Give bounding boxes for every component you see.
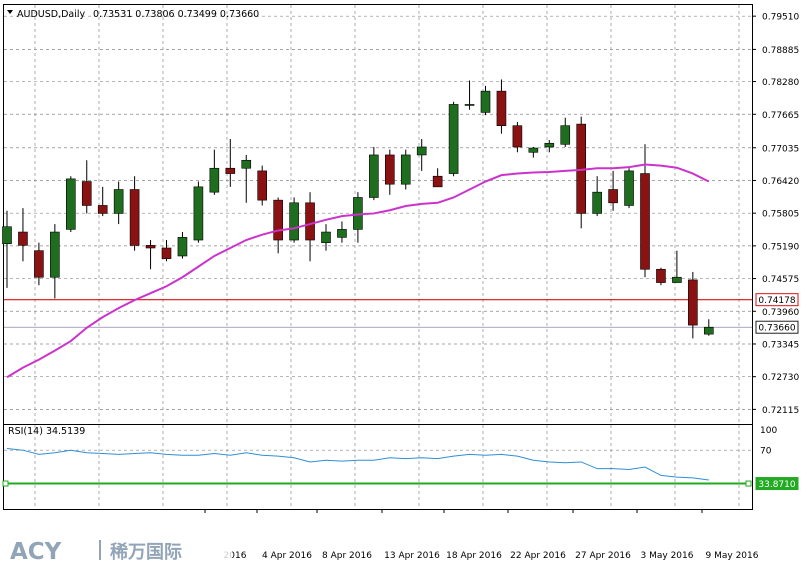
x-tick-label: 13 Apr 2016 <box>384 551 440 561</box>
bull-candle[interactable] <box>241 159 252 169</box>
y-tick-label: 0.72115 <box>762 406 799 416</box>
y-tick-label: 0.78280 <box>762 78 799 88</box>
bear-candle[interactable] <box>257 170 268 201</box>
rsi-level-badge-label: 33.8710 <box>758 480 795 490</box>
rsi-level-badge-box <box>755 477 799 491</box>
y-tick-label: 0.75805 <box>762 210 799 220</box>
bull-candle[interactable] <box>703 326 714 335</box>
bull-candle[interactable] <box>289 202 299 241</box>
x-tick-label: 9 May 2016 <box>706 551 759 561</box>
bear-candle[interactable] <box>640 173 650 270</box>
price-axis: 0.79510 0.78885 0.78280 0.77665 0.77035 0.764… <box>752 13 799 416</box>
current-price-badge-label: 0.73660 <box>758 324 795 334</box>
x-tick-label: 18 Apr 2016 <box>446 551 502 561</box>
bull-candle[interactable] <box>560 125 571 145</box>
x-tick-label: 3 May 2016 <box>641 551 694 561</box>
bull-candle[interactable] <box>113 189 124 214</box>
red-line-badge-label: 0.74178 <box>758 296 795 306</box>
y-tick-label: 0.78885 <box>762 46 799 56</box>
bear-candle[interactable] <box>305 202 315 241</box>
bull-candle[interactable] <box>177 237 188 257</box>
bull-candle[interactable] <box>2 226 12 245</box>
bull-candle[interactable] <box>624 170 634 206</box>
y-tick-label: 0.73960 <box>762 308 799 318</box>
price-badges: 0.74178 0.73660 33.8710 <box>755 293 799 491</box>
bear-candle[interactable] <box>97 205 108 214</box>
bull-candle[interactable] <box>416 146 427 156</box>
bear-candle[interactable] <box>129 189 140 246</box>
ohlc-values: 0.73531 0.73806 0.73499 0.73660 <box>93 9 259 20</box>
y-tick-label: 0.79510 <box>762 13 799 23</box>
bull-candle[interactable] <box>337 229 347 238</box>
x-tick-label: 27 Apr 2016 <box>575 551 631 561</box>
bear-candle[interactable] <box>34 250 44 278</box>
bear-candle[interactable] <box>273 199 283 241</box>
bull-candle[interactable] <box>480 90 491 113</box>
bull-candle[interactable] <box>672 276 682 283</box>
bull-candle[interactable] <box>400 154 411 185</box>
y-tick-label: 0.73345 <box>762 340 799 350</box>
time-axis: 2016 4 Apr 2016 8 Apr 2016 13 Apr 2016 18 Ap… <box>204 509 759 561</box>
bull-candle[interactable] <box>528 147 539 153</box>
dropdown-arrow-icon[interactable] <box>7 10 13 14</box>
bull-candle[interactable] <box>50 231 60 278</box>
bear-candle[interactable] <box>608 189 618 204</box>
rsi-level-handle-right[interactable] <box>745 480 752 487</box>
main-panel-frame <box>3 4 753 425</box>
bull-candle[interactable] <box>592 191 602 214</box>
bear-candle[interactable] <box>512 125 523 148</box>
rsi-level-badge: 33.8710 <box>755 477 799 491</box>
bull-candle[interactable] <box>464 104 475 106</box>
bull-candle[interactable] <box>369 154 379 198</box>
bull-candle[interactable] <box>193 186 204 241</box>
bear-candle[interactable] <box>161 247 172 259</box>
symbol-label: AUDUSD,Daily <box>17 9 86 20</box>
bear-candle[interactable] <box>384 154 395 185</box>
x-tick-label: 8 Apr 2016 <box>322 551 372 561</box>
bear-candle[interactable] <box>496 90 507 127</box>
candles[interactable] <box>2 79 714 339</box>
bear-candle[interactable] <box>656 268 666 283</box>
grid <box>4 5 752 509</box>
y-tick-label: 0.74575 <box>762 275 799 285</box>
logo-divider <box>99 540 101 560</box>
x-tick-label: 4 Apr 2016 <box>262 551 312 561</box>
y-tick-label: 0.72730 <box>762 373 799 383</box>
bull-candle[interactable] <box>321 231 331 243</box>
bull-candle[interactable] <box>66 178 76 230</box>
rsi-tick-label: 100 <box>760 426 777 436</box>
bear-candle[interactable] <box>225 167 236 174</box>
bull-candle[interactable] <box>209 167 220 193</box>
y-tick-label: 0.77665 <box>762 111 799 121</box>
y-tick-label: 0.77035 <box>762 144 799 154</box>
logo-brand: ACY <box>10 539 62 565</box>
bear-candle[interactable] <box>81 181 92 206</box>
rsi-line[interactable] <box>6 448 709 481</box>
acy-logo: ACY 稀万国际 <box>0 531 232 569</box>
rsi-panel-frame <box>3 424 753 510</box>
bull-candle[interactable] <box>448 104 459 174</box>
logo-brand-cn: 稀万国际 <box>110 541 182 563</box>
current-price-badge-box <box>755 320 799 334</box>
x-tick-label: 22 Apr 2016 <box>510 551 566 561</box>
bear-candle[interactable] <box>688 279 698 326</box>
red-line-badge-box <box>755 293 799 307</box>
rsi-label: RSI(14) 34.5139 <box>8 426 85 437</box>
moving-average-line[interactable] <box>6 163 710 379</box>
rsi-tick-label: 70 <box>760 447 772 457</box>
x-tick-label: 2016 <box>224 551 247 561</box>
red-line-badge: 0.74178 <box>755 293 799 307</box>
current-price-badge: 0.73660 <box>755 320 799 334</box>
bear-candle[interactable] <box>432 175 443 188</box>
bull-candle[interactable] <box>544 142 555 148</box>
y-tick-label: 0.76420 <box>762 177 799 187</box>
bear-candle[interactable] <box>18 231 28 246</box>
bear-candle[interactable] <box>145 245 156 249</box>
rsi-level-handle-left[interactable] <box>2 480 9 487</box>
y-tick-label: 0.75190 <box>762 242 799 252</box>
